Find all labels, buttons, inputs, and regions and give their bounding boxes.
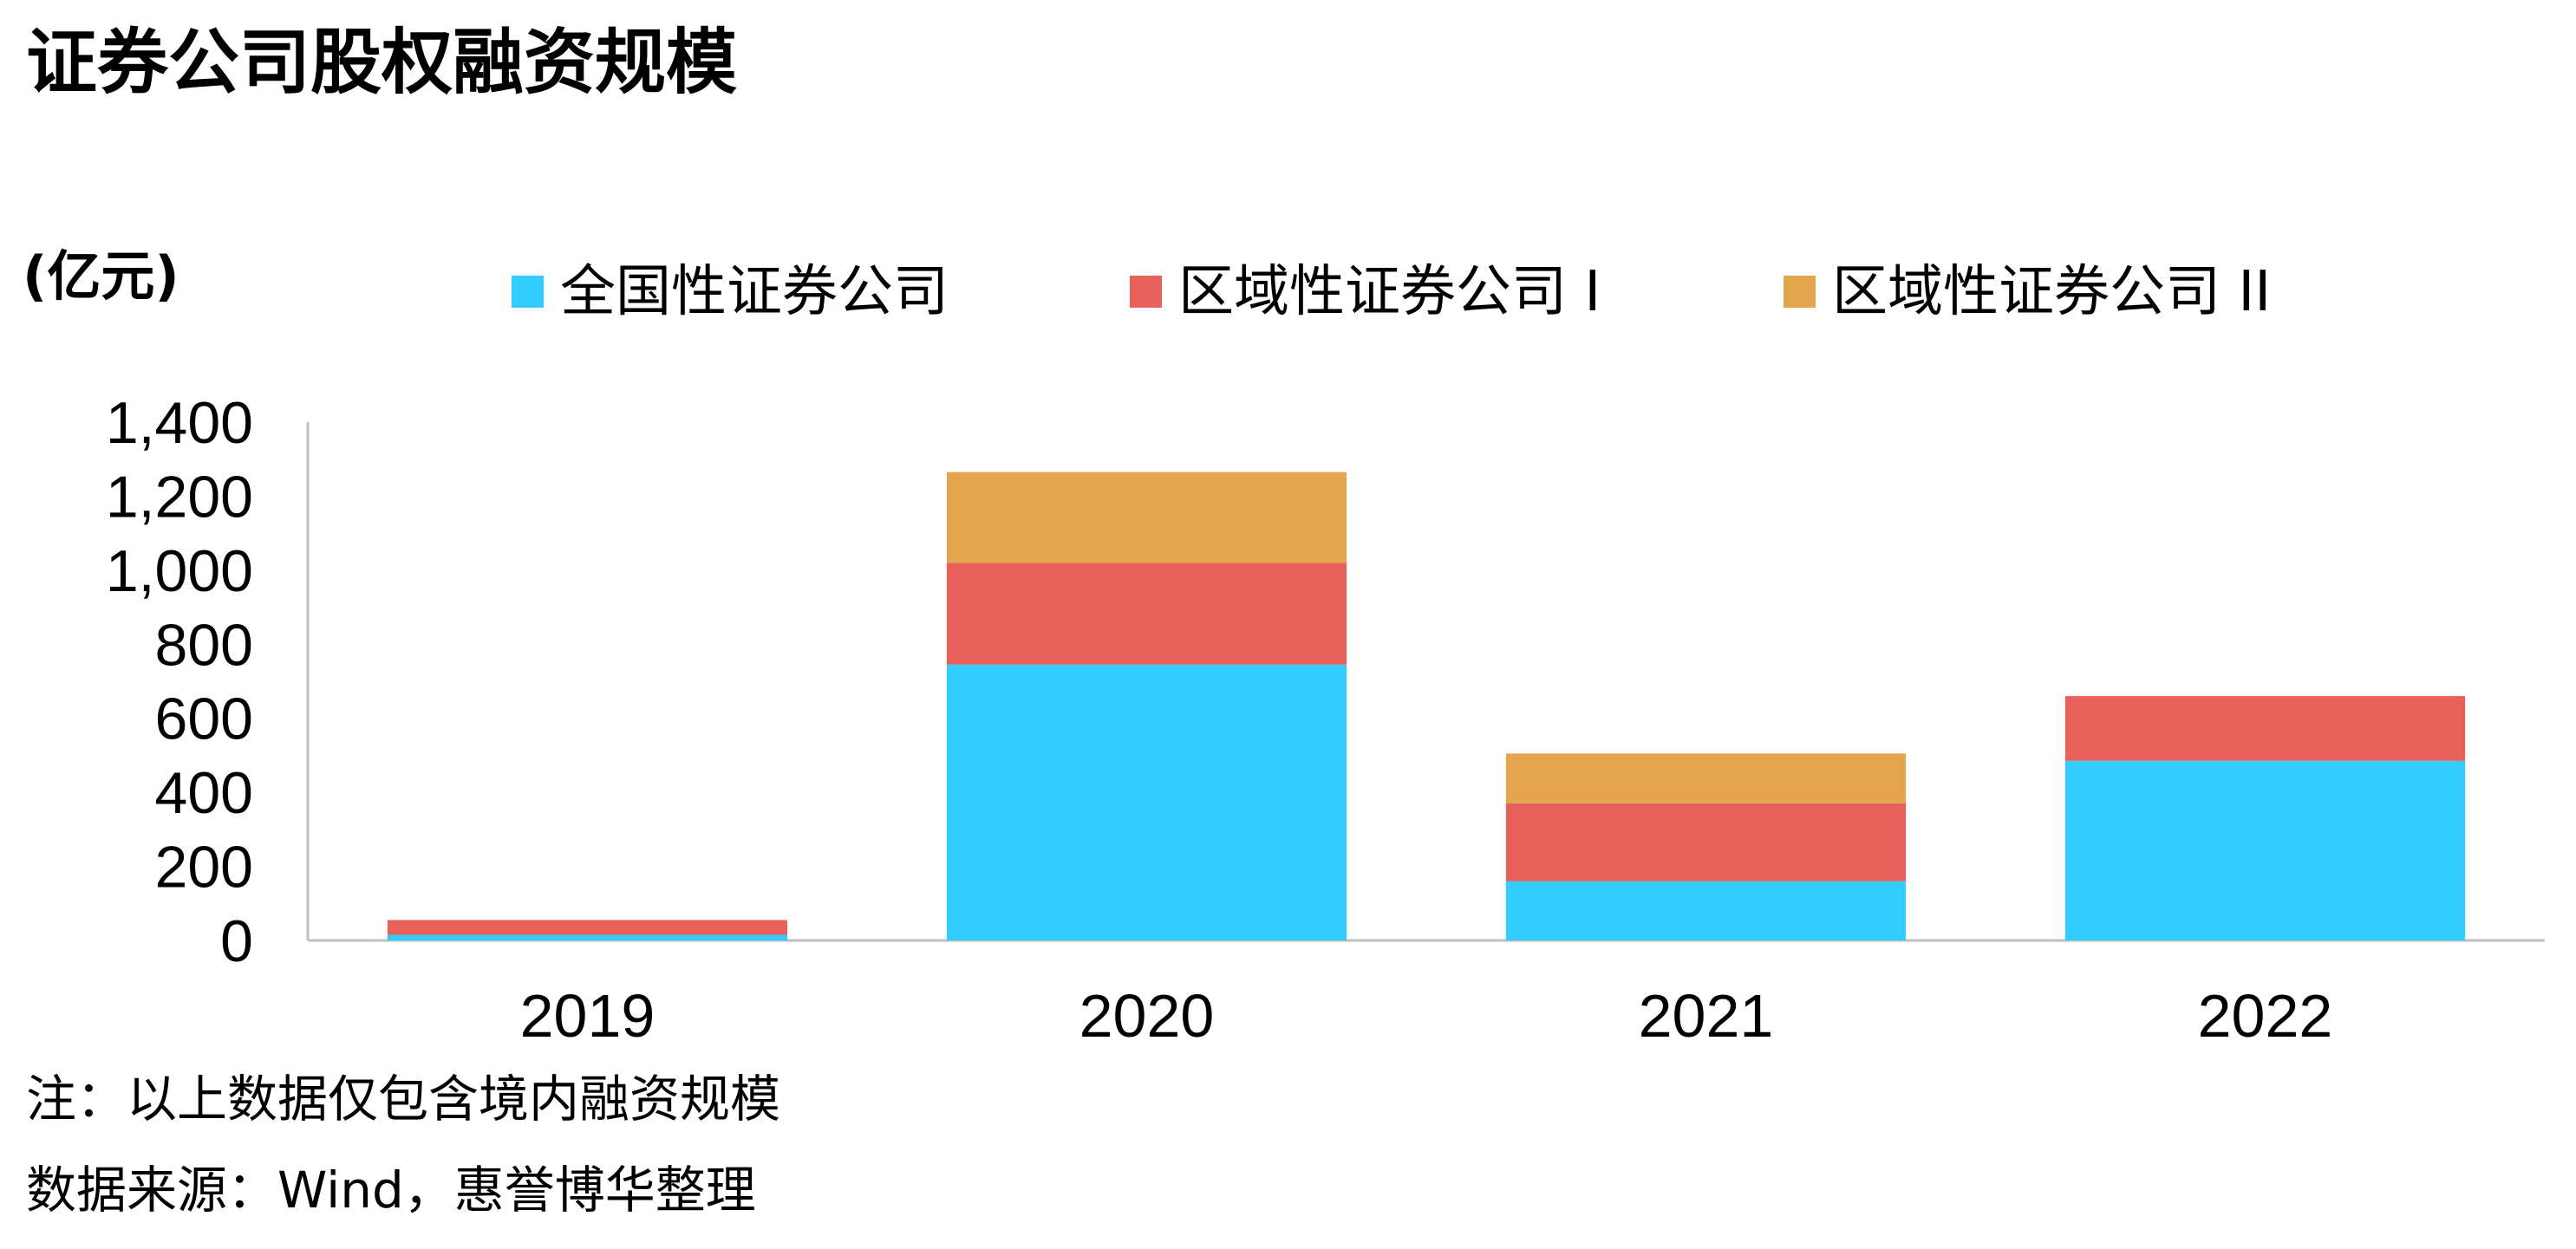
y-tick-label: 1,400 [106, 390, 253, 456]
legend-item: 全国性证券公司 [512, 260, 949, 324]
bar-segment [2064, 760, 2466, 940]
bar-segment [946, 664, 1347, 940]
y-tick-label: 400 [155, 760, 253, 826]
y-axis-unit-label: (亿元) [23, 244, 179, 308]
chart-bars [387, 472, 2466, 940]
legend-swatch [1130, 276, 1162, 308]
legend-item: 区域性证券公司 II [1784, 260, 2271, 324]
y-tick-label: 200 [155, 835, 253, 901]
x-axis-ticks: 2019 2020 2021 2022 [520, 982, 2333, 1050]
x-tick-label: 2020 [1079, 982, 1215, 1050]
legend-label: 区域性证券公司 II [1832, 260, 2271, 324]
legend-swatch [1784, 276, 1816, 308]
x-tick-label: 2022 [2198, 982, 2333, 1050]
y-tick-label: 0 [220, 908, 253, 974]
bar-segment [387, 920, 788, 935]
y-tick-label: 1,200 [106, 464, 253, 530]
chart-source: 数据来源：Wind，惠誉博华整理 [26, 1161, 756, 1220]
legend-label: 区域性证券公司 I [1178, 260, 1601, 324]
y-tick-label: 800 [155, 612, 253, 678]
bar-segment [1505, 803, 1907, 881]
y-tick-label: 600 [155, 686, 253, 752]
bar-segment [1505, 881, 1907, 940]
bar-segment [1505, 753, 1907, 803]
bar-segment [2064, 696, 2466, 761]
x-tick-label: 2019 [520, 982, 655, 1050]
x-tick-label: 2021 [1639, 982, 1774, 1050]
legend-label: 全国性证券公司 [560, 260, 949, 324]
bar-segment [387, 934, 788, 940]
bar-segment [946, 472, 1347, 563]
bar-segment [946, 563, 1347, 665]
legend-item: 区域性证券公司 I [1130, 260, 1601, 324]
y-tick-label: 1,000 [106, 538, 253, 604]
y-axis-ticks: 0 200 400 600 800 1,000 1,200 1,400 [106, 390, 253, 974]
legend-swatch [512, 276, 544, 308]
chart-note: 注：以上数据仅包含境内融资规模 [26, 1070, 780, 1129]
chart-title: 证券公司股权融资规模 [26, 22, 737, 104]
chart-legend: 全国性证券公司 区域性证券公司 I 区域性证券公司 II [512, 260, 2271, 324]
